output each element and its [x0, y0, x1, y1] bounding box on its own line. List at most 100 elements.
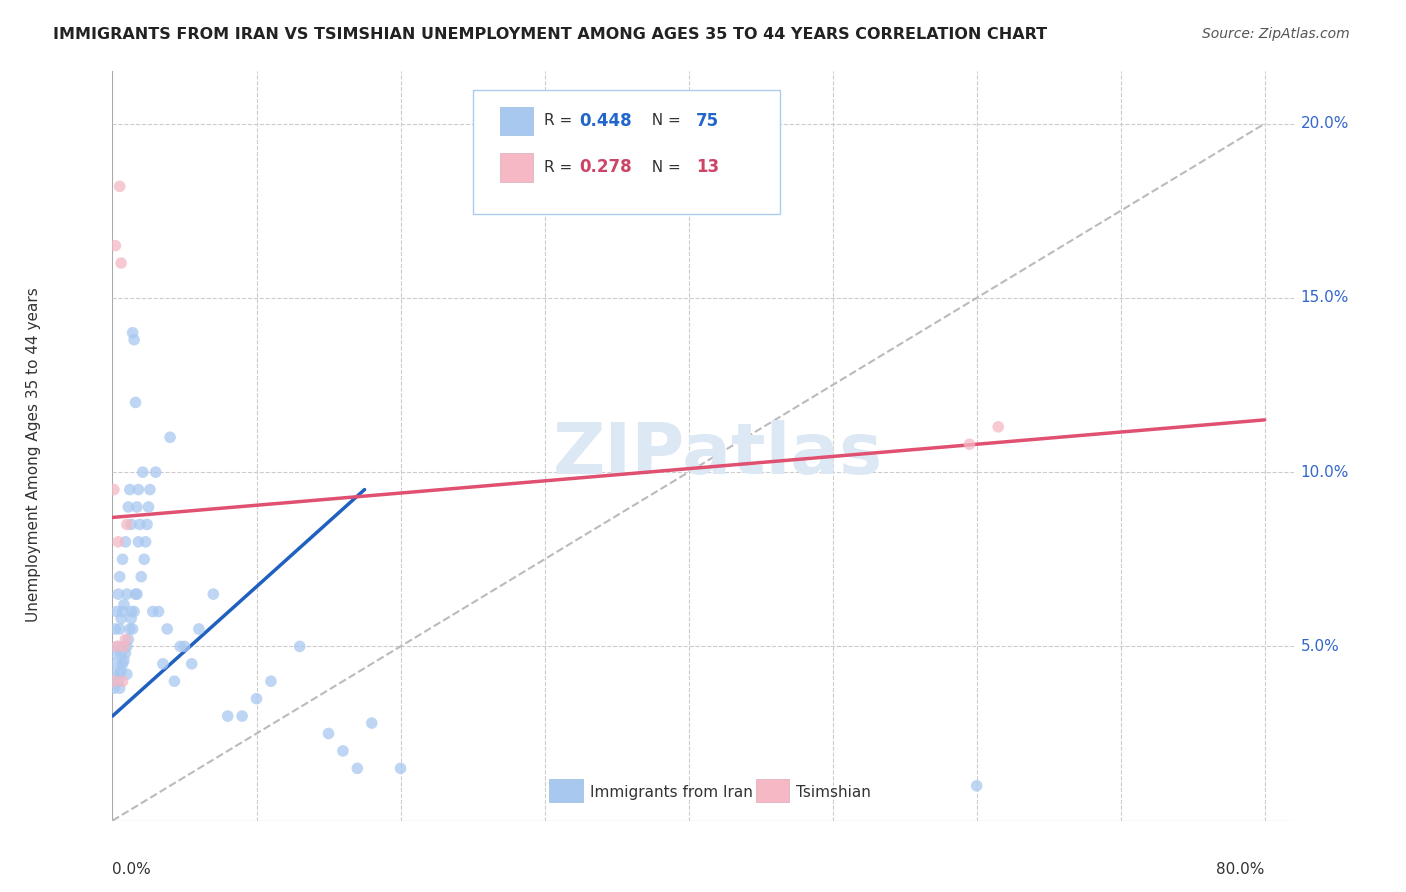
Point — [125, 587, 148, 601]
Point — [103, 681, 125, 696]
Point — [117, 632, 139, 647]
Point — [966, 779, 988, 793]
Point — [111, 674, 134, 689]
Text: 80.0%: 80.0% — [1216, 863, 1265, 878]
Point — [389, 761, 412, 775]
Text: 20.0%: 20.0% — [1301, 116, 1350, 131]
Point — [231, 709, 253, 723]
Bar — [550, 780, 582, 802]
Point — [159, 430, 181, 444]
Point — [120, 611, 142, 625]
Text: Unemployment Among Ages 35 to 44 years: Unemployment Among Ages 35 to 44 years — [25, 287, 41, 622]
Text: 13: 13 — [696, 158, 718, 177]
Point — [115, 640, 138, 654]
Point — [114, 646, 136, 660]
Point — [112, 640, 135, 654]
Point — [122, 333, 145, 347]
Point — [112, 653, 135, 667]
Point — [136, 517, 159, 532]
Point — [107, 587, 129, 601]
Point — [115, 517, 138, 532]
Point — [134, 552, 156, 566]
Point — [987, 420, 1010, 434]
Point — [108, 667, 131, 681]
Point — [139, 483, 162, 497]
Point — [108, 570, 131, 584]
Point — [187, 622, 209, 636]
Point — [152, 657, 174, 671]
Point — [148, 605, 170, 619]
Text: 0.448: 0.448 — [579, 112, 631, 130]
Point — [110, 664, 132, 678]
Point — [217, 709, 239, 723]
Point — [107, 534, 129, 549]
Point — [122, 605, 145, 619]
Point — [112, 640, 135, 654]
Point — [111, 657, 134, 671]
Point — [125, 500, 148, 514]
Point — [118, 483, 141, 497]
Text: ZIPatlas: ZIPatlas — [553, 420, 883, 489]
Point — [128, 517, 150, 532]
Point — [120, 517, 142, 532]
Point — [127, 534, 149, 549]
Point — [124, 395, 146, 409]
Point — [111, 605, 134, 619]
Point — [145, 465, 167, 479]
Point — [959, 437, 981, 451]
Text: N =: N = — [641, 113, 685, 128]
Point — [112, 598, 135, 612]
Text: Immigrants from Iran: Immigrants from Iran — [589, 785, 752, 799]
Point — [108, 179, 131, 194]
Text: 0.0%: 0.0% — [112, 863, 152, 878]
Point — [332, 744, 354, 758]
Point — [245, 691, 267, 706]
Point — [108, 622, 131, 636]
Point — [142, 605, 165, 619]
Point — [115, 587, 138, 601]
Point — [169, 640, 191, 654]
Point — [104, 622, 127, 636]
Text: 5.0%: 5.0% — [1301, 639, 1340, 654]
Point — [163, 674, 186, 689]
Point — [173, 640, 195, 654]
Point — [108, 681, 131, 696]
Point — [114, 534, 136, 549]
Point — [118, 622, 141, 636]
Point — [110, 256, 132, 270]
Text: Source: ZipAtlas.com: Source: ZipAtlas.com — [1202, 27, 1350, 41]
Point — [110, 646, 132, 660]
Point — [138, 500, 160, 514]
Point — [120, 605, 142, 619]
Point — [124, 587, 146, 601]
Text: 10.0%: 10.0% — [1301, 465, 1350, 480]
Point — [104, 238, 127, 252]
Point — [121, 622, 143, 636]
Point — [288, 640, 311, 654]
Text: R =: R = — [544, 160, 576, 175]
Point — [318, 726, 340, 740]
Text: 0.278: 0.278 — [579, 158, 631, 177]
Text: 15.0%: 15.0% — [1301, 291, 1350, 305]
Bar — [501, 106, 533, 135]
Text: IMMIGRANTS FROM IRAN VS TSIMSHIAN UNEMPLOYMENT AMONG AGES 35 TO 44 YEARS CORRELA: IMMIGRANTS FROM IRAN VS TSIMSHIAN UNEMPL… — [53, 27, 1047, 42]
Point — [360, 716, 382, 731]
Text: N =: N = — [641, 160, 685, 175]
Point — [104, 646, 127, 660]
Point — [260, 674, 283, 689]
Point — [156, 622, 179, 636]
Point — [115, 667, 138, 681]
Point — [114, 632, 136, 647]
Point — [180, 657, 202, 671]
Point — [105, 605, 128, 619]
Text: R =: R = — [544, 113, 576, 128]
Point — [105, 640, 128, 654]
Point — [346, 761, 368, 775]
Point — [110, 611, 132, 625]
Point — [103, 667, 125, 681]
Point — [117, 500, 139, 514]
Point — [121, 326, 143, 340]
Bar — [756, 780, 789, 802]
Point — [135, 534, 157, 549]
FancyBboxPatch shape — [472, 90, 780, 214]
